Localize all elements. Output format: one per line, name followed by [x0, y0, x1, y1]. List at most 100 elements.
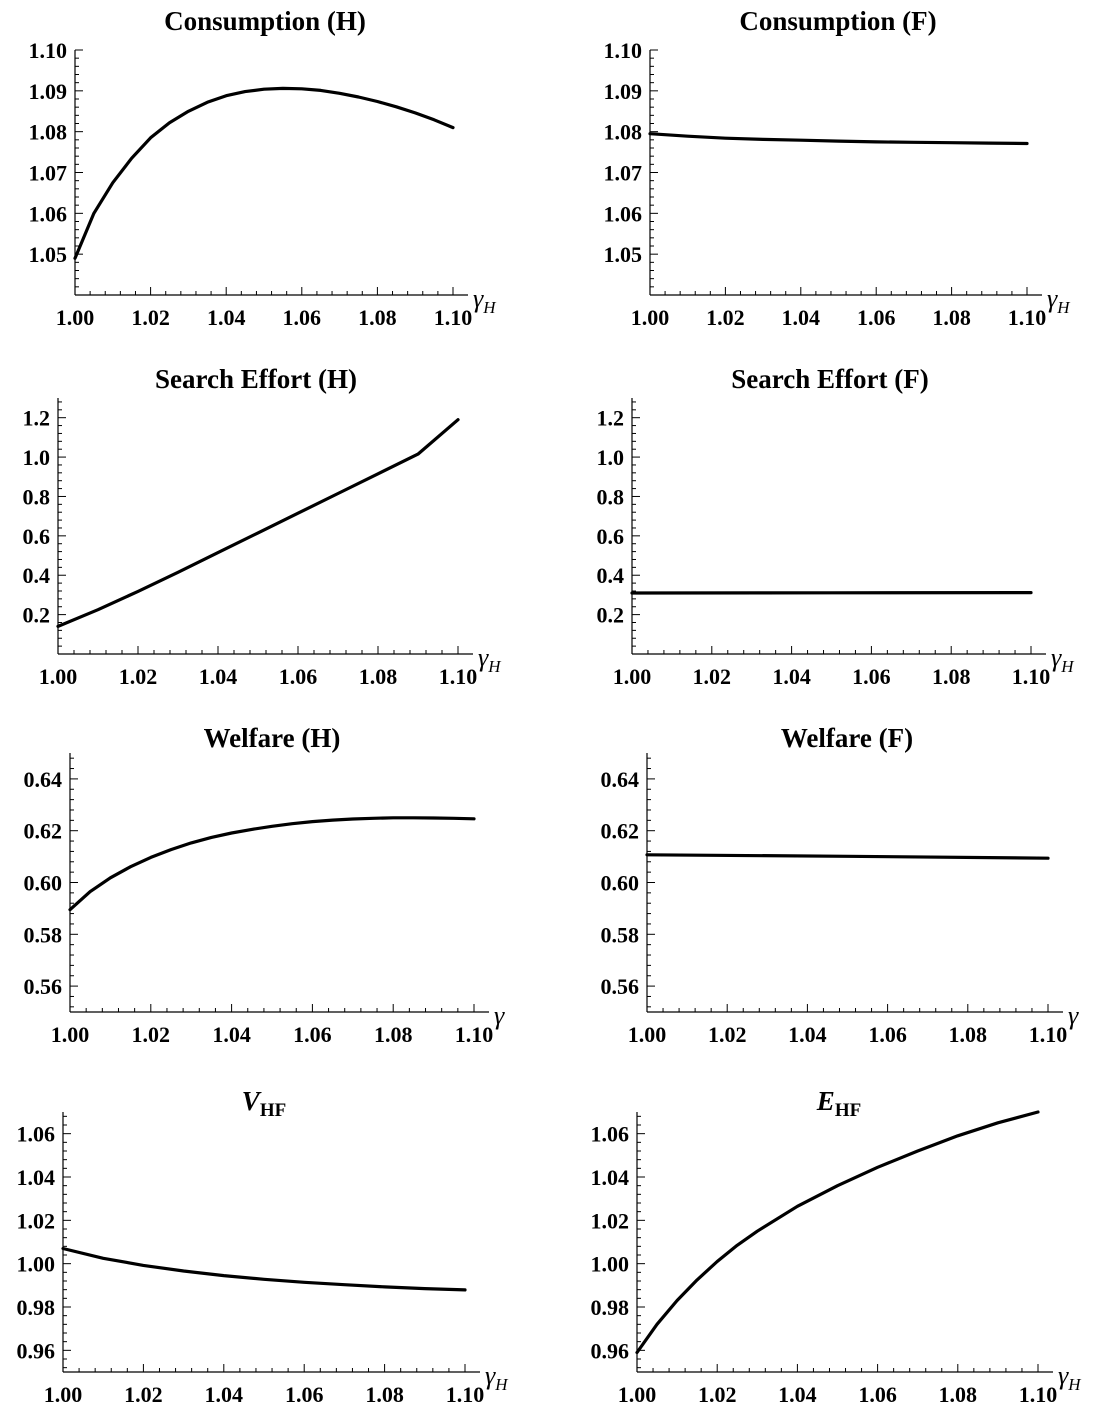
x-tick-label: 1.04	[778, 1382, 817, 1407]
x-tick-label: 1.04	[205, 1382, 244, 1407]
y-tick-label: 1.10	[29, 38, 68, 63]
y-tick-label: 1.00	[17, 1252, 56, 1277]
x-tick-label: 1.10	[1008, 305, 1047, 330]
y-tick-label: 1.00	[591, 1252, 630, 1277]
x-tick-label: 1.02	[132, 1022, 171, 1047]
x-axis-label-main: γ	[1051, 643, 1062, 672]
x-axis-label-main: γ	[478, 643, 489, 672]
x-axis-label: γ	[494, 1001, 505, 1030]
x-axis-label: γH	[1047, 284, 1071, 317]
x-tick-label: 1.04	[782, 305, 821, 330]
y-tick-label: 0.64	[24, 767, 63, 792]
chart-title: Search Effort (H)	[155, 364, 357, 394]
x-tick-label: 1.08	[932, 305, 971, 330]
x-axis-label-subscript: H	[1056, 298, 1071, 317]
chart-title: EHF	[816, 1086, 861, 1121]
chart-title-main: E	[816, 1086, 835, 1116]
series-line	[648, 132, 1029, 146]
x-tick-label: 1.02	[708, 1022, 747, 1047]
x-tick-label: 1.10	[446, 1382, 485, 1407]
y-tick-label: 0.4	[597, 563, 625, 588]
x-axis-label-subscript: H	[494, 1375, 509, 1394]
x-tick-label: 1.00	[628, 1022, 667, 1047]
series-line	[56, 418, 460, 628]
chart-panel-6: Welfare (F) 1.00 1.02 1.04 1.06 1.08 1.10 0.56 0…	[601, 723, 1080, 1047]
y-tick-label: 1.2	[597, 406, 625, 431]
x-axis-label-main: γ	[473, 284, 484, 313]
chart-title: VHF	[242, 1086, 286, 1121]
x-axis-label-main: γ	[1047, 284, 1058, 313]
y-tick-label: 0.98	[17, 1295, 56, 1320]
y-tick-label: 0.96	[591, 1338, 630, 1363]
series-line	[68, 816, 476, 912]
y-tick-label: 0.2	[23, 603, 51, 628]
chart-title: Consumption (H)	[164, 6, 366, 36]
chart-panel-8: EHF 1.00 1.02 1.04 1.06 1.08 1.10 0.96 0.98 1.00 1…	[591, 1086, 1083, 1407]
x-tick-label: 1.08	[949, 1022, 988, 1047]
y-tick-label: 1.08	[604, 120, 643, 145]
chart-panel-3: Search Effort (H) 1.00 1.02 1.04 1.06 1.08 1.1…	[23, 364, 503, 689]
x-tick-label: 1.04	[212, 1022, 251, 1047]
x-axis-label: γ	[1068, 1001, 1079, 1030]
y-tick-label: 0.60	[24, 871, 63, 896]
x-tick-label: 1.00	[613, 664, 652, 689]
x-tick-label: 1.06	[279, 664, 318, 689]
x-axis-label-subscript: H	[1060, 657, 1075, 676]
y-tick-label: 1.06	[17, 1122, 56, 1147]
y-tick-label: 1.06	[604, 201, 643, 226]
x-tick-label: 1.04	[199, 664, 238, 689]
x-tick-label: 1.00	[44, 1382, 83, 1407]
x-tick-label: 1.06	[852, 664, 891, 689]
chart-title: Welfare (H)	[204, 723, 341, 753]
x-tick-label: 1.10	[439, 664, 478, 689]
y-tick-label: 1.02	[17, 1208, 56, 1233]
y-tick-label: 1.08	[29, 120, 68, 145]
x-tick-label: 1.00	[39, 664, 78, 689]
y-tick-label: 1.06	[29, 201, 68, 226]
x-tick-label: 1.10	[1012, 664, 1051, 689]
x-axis-label: γH	[478, 643, 502, 676]
series-line	[645, 853, 1050, 860]
y-tick-label: 1.09	[604, 79, 643, 104]
y-tick-label: 1.04	[591, 1165, 630, 1190]
x-tick-label: 1.06	[285, 1382, 324, 1407]
x-tick-label: 1.08	[374, 1022, 413, 1047]
x-tick-label: 1.04	[772, 664, 811, 689]
x-axis-label-subscript: H	[1067, 1375, 1082, 1394]
x-tick-label: 1.06	[868, 1022, 907, 1047]
y-tick-label: 0.96	[17, 1338, 56, 1363]
y-tick-label: 0.56	[601, 974, 640, 999]
x-axis-label: γH	[1051, 643, 1075, 676]
x-axis-label-subscript: H	[487, 657, 502, 676]
x-tick-label: 1.00	[56, 305, 95, 330]
x-axis-label-main: γ	[1068, 1001, 1079, 1030]
y-tick-label: 0.62	[601, 819, 640, 844]
series-line	[635, 1110, 1040, 1355]
x-axis-label: γH	[485, 1361, 509, 1394]
x-tick-label: 1.08	[365, 1382, 404, 1407]
y-tick-label: 0.58	[601, 922, 640, 947]
x-tick-label: 1.00	[618, 1382, 657, 1407]
x-tick-label: 1.10	[1019, 1382, 1058, 1407]
y-tick-label: 1.05	[604, 242, 643, 267]
y-tick-label: 0.56	[24, 974, 63, 999]
x-tick-label: 1.06	[858, 1382, 897, 1407]
x-tick-label: 1.08	[939, 1382, 978, 1407]
x-tick-label: 1.06	[857, 305, 896, 330]
x-axis-label-main: γ	[1058, 1361, 1069, 1390]
y-tick-label: 1.0	[597, 445, 625, 470]
x-tick-label: 1.10	[434, 305, 473, 330]
x-tick-label: 1.08	[359, 664, 398, 689]
x-tick-label: 1.10	[455, 1022, 494, 1047]
x-tick-label: 1.02	[693, 664, 732, 689]
y-tick-label: 0.6	[597, 524, 625, 549]
chart-title-subscript: HF	[260, 1100, 286, 1121]
chart-panel-1: Consumption (H) 1.00 1.02 1.04 1.06 1.08 1.10 1…	[29, 6, 498, 330]
series-line	[73, 86, 455, 260]
y-tick-label: 1.2	[23, 406, 51, 431]
y-tick-label: 0.4	[23, 563, 51, 588]
x-axis-label-main: γ	[494, 1001, 505, 1030]
x-tick-label: 1.08	[358, 305, 397, 330]
chart-title: Welfare (F)	[781, 723, 913, 753]
